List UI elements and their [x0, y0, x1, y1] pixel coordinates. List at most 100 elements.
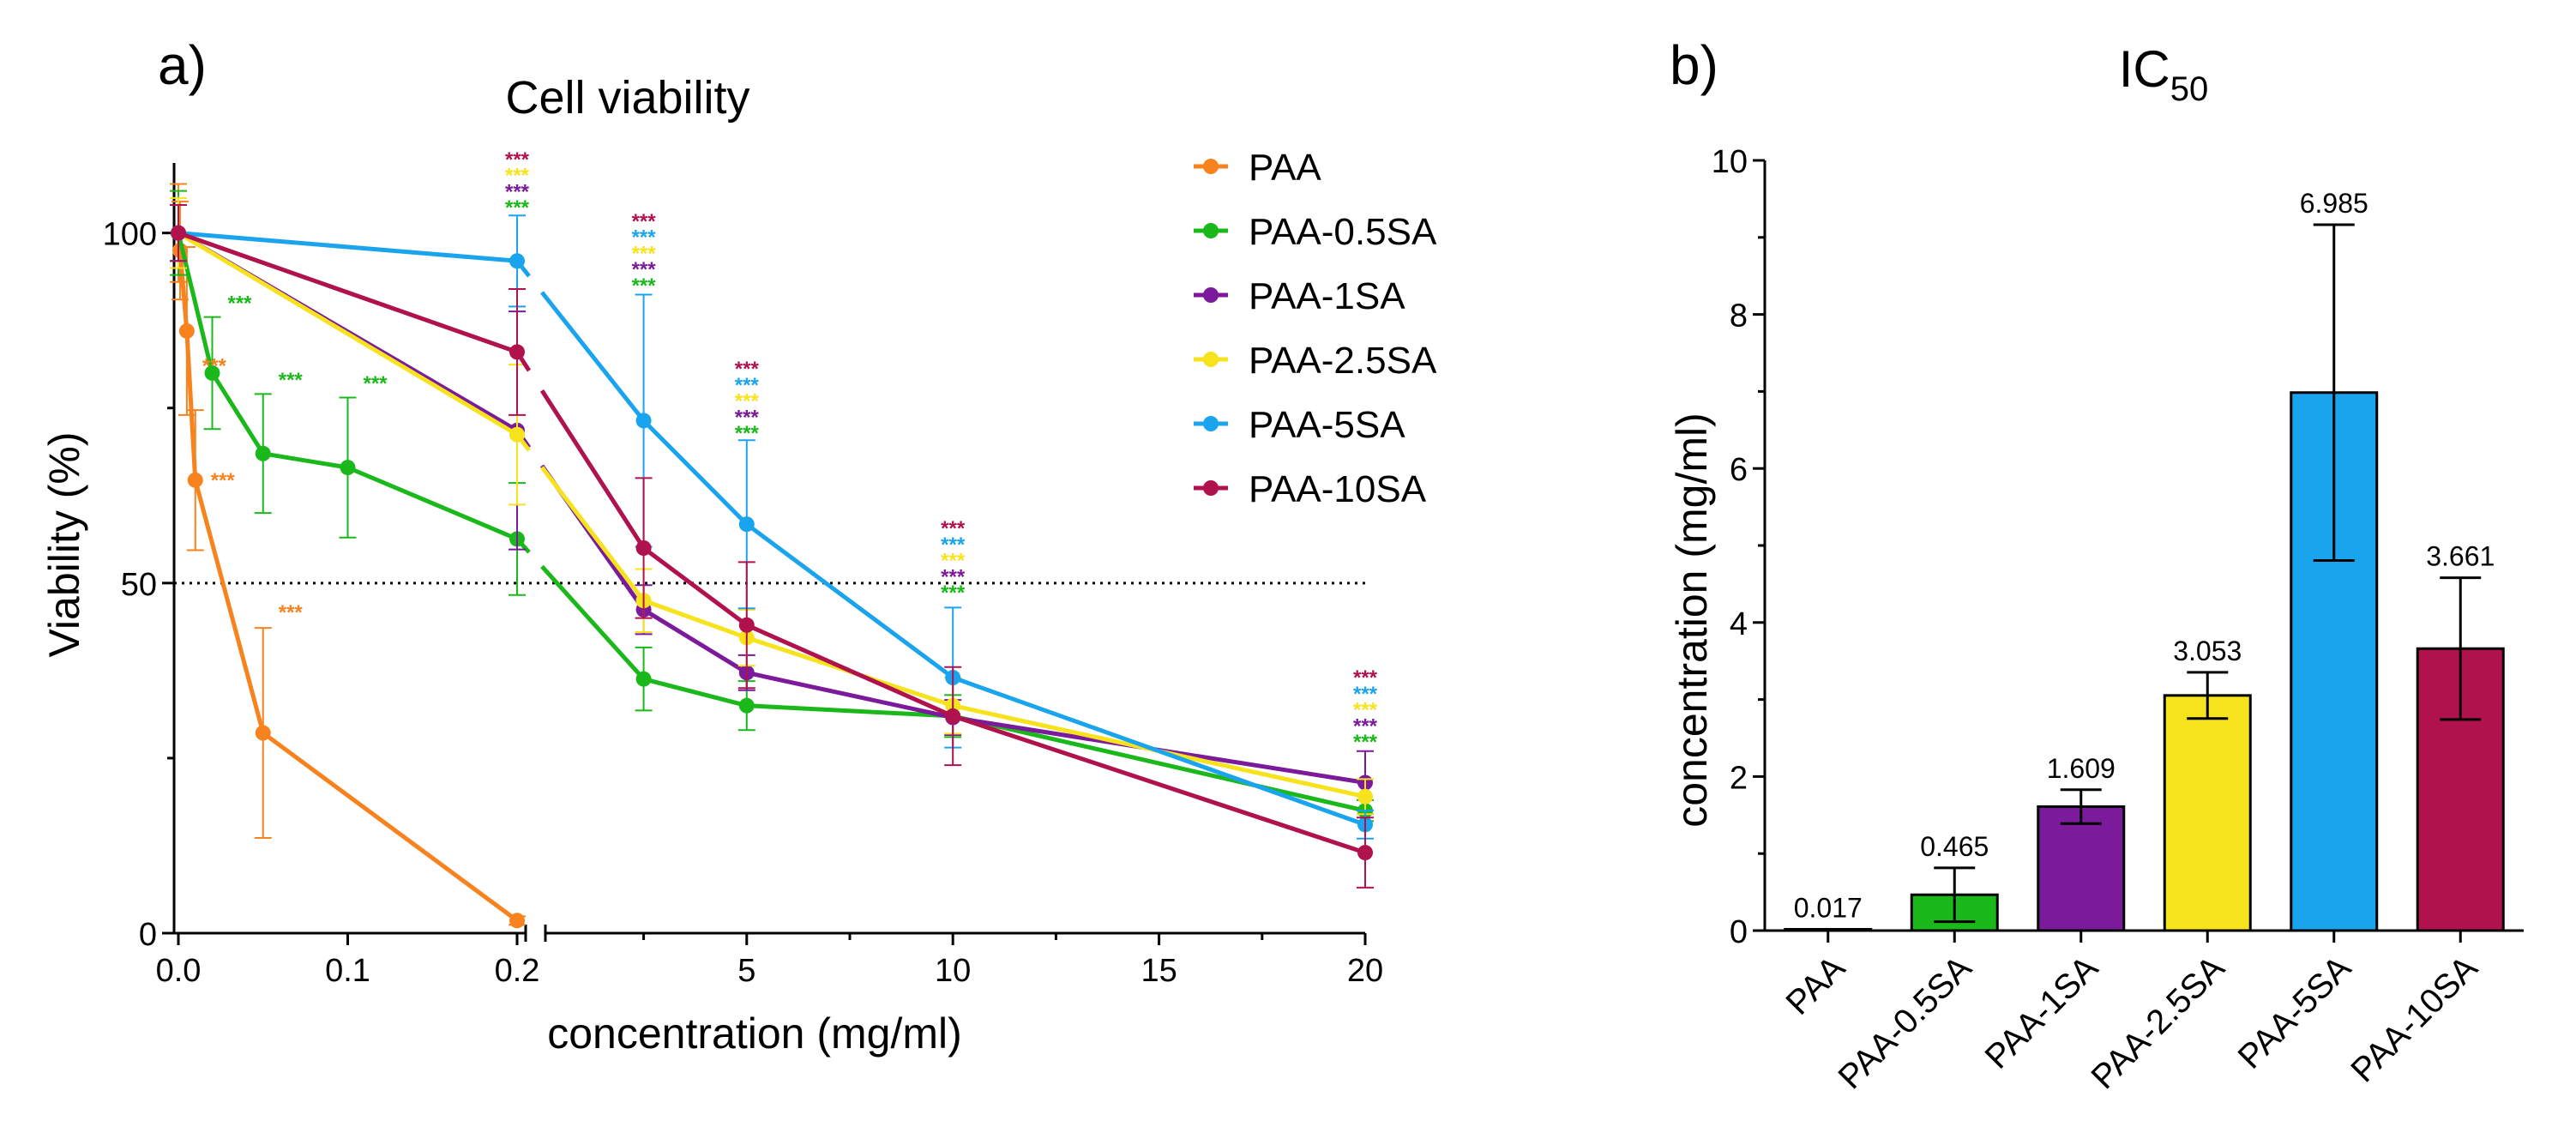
panel-b-y-tick-label: 8	[1730, 298, 1748, 334]
significance-mark: ***	[632, 210, 657, 233]
panel-a-y-tick-label: 0	[139, 917, 157, 953]
panel-a-y-axis-label: Viability (%)	[40, 431, 88, 657]
significance-mark: ***	[735, 374, 760, 397]
bar	[2037, 805, 2126, 932]
panel-a-legend: PAA PAA-0.5SA PAA-1SA PAA-2.5SA PAA-5SA PAA-1…	[1194, 147, 1437, 510]
significance-mark: ***	[202, 355, 227, 378]
data-point	[738, 697, 755, 714]
significance-mark: ***	[279, 601, 304, 624]
panel-a-x-tick-label: 15	[1141, 953, 1177, 989]
panel-a-axes: 0 50 100 0.0 0.1 0.2 5 10 15 20	[103, 163, 1383, 989]
panel-b-y-tick-label: 10	[1712, 144, 1748, 180]
data-point	[738, 516, 755, 533]
panel-b-ic50-chart: b) IC50 concentration (mg/ml) 0 2 4 6 8 10 PAA…	[1668, 34, 2524, 1096]
significance-mark: ***	[505, 180, 530, 203]
legend-label: PAA-10SA	[1249, 468, 1427, 510]
bar	[2163, 694, 2252, 932]
bar-value-label: 1.609	[2047, 753, 2116, 784]
significance-mark: ***	[735, 390, 760, 413]
legend-label: PAA-5SA	[1249, 404, 1405, 446]
panel-b-category-label: PAA	[1779, 949, 1852, 1022]
data-point	[509, 253, 525, 269]
significance-mark: ***	[632, 226, 657, 250]
data-point	[255, 725, 271, 741]
significance-mark: ***	[632, 242, 657, 265]
significance-mark: ***	[227, 292, 252, 315]
panel-a-x-tick-label: 10	[935, 953, 971, 989]
series-line	[178, 231, 1366, 827]
panel-b-category-label: PAA-2.5SA	[2085, 949, 2232, 1096]
panel-b-category-label: PAA-1SA	[1978, 949, 2106, 1076]
significance-mark: ***	[1353, 731, 1378, 754]
significance-mark: ***	[941, 565, 966, 588]
series-paa-2-5sa	[170, 196, 1374, 816]
bar	[1784, 927, 1873, 932]
series-paa-10sa	[170, 203, 1374, 889]
data-point	[178, 322, 195, 339]
significance-mark: ***	[1353, 683, 1378, 706]
data-point	[635, 671, 652, 687]
data-point	[635, 413, 652, 429]
legend-swatch-marker	[1203, 287, 1219, 303]
significance-mark: ***	[505, 196, 530, 220]
panel-a-x-axis-label: concentration (mg/ml)	[547, 1009, 962, 1058]
legend-swatch-marker	[1203, 352, 1219, 367]
series-paa-1sa	[170, 203, 1374, 816]
data-point	[1357, 845, 1373, 861]
panel-b-y-tick-label: 6	[1730, 452, 1748, 488]
significance-mark: ***	[1353, 714, 1378, 738]
data-point	[187, 472, 203, 488]
panel-b-title-main: IC	[2119, 40, 2170, 98]
significance-mark: ***	[941, 550, 966, 573]
significance-mark: ***	[632, 274, 657, 298]
panel-a-label: a)	[158, 34, 207, 96]
legend-item: PAA-2.5SA	[1194, 340, 1437, 382]
panel-a-x-tick-label: 0.2	[495, 953, 540, 989]
legend-swatch-marker	[1203, 223, 1219, 238]
significance-mark: ***	[363, 372, 388, 395]
data-point	[509, 913, 525, 929]
significance-mark: ***	[941, 533, 966, 557]
panel-b-category-label: PAA-0.5SA	[1832, 949, 1979, 1096]
data-point	[340, 460, 356, 476]
significance-mark: ***	[505, 148, 530, 172]
series-paa-0-5sa	[170, 190, 1374, 823]
panel-b-label: b)	[1670, 34, 1718, 96]
significance-mark: ***	[941, 582, 966, 605]
legend-swatch-marker	[1203, 416, 1219, 431]
series-line	[177, 231, 1366, 785]
panel-a-title: Cell viability	[505, 72, 749, 124]
panel-b-category-label: PAA-5SA	[2231, 949, 2359, 1076]
series-line	[176, 232, 1366, 813]
panel-a-viability-chart: a) Cell viability concentration (mg/ml) …	[40, 34, 1437, 1058]
significance-mark: ***	[941, 517, 966, 540]
legend-label: PAA-1SA	[1249, 275, 1405, 317]
panel-a-y-tick-label: 100	[103, 217, 157, 253]
panel-a-x-tick-label: 5	[737, 953, 755, 989]
panel-a-x-tick-label: 0.1	[325, 953, 370, 989]
significance-mark: ***	[735, 406, 760, 429]
legend-item: PAA-0.5SA	[1194, 211, 1437, 253]
bar-group-paa: 0.017	[1784, 892, 1873, 932]
significance-mark: ***	[1353, 699, 1378, 722]
data-point	[509, 426, 525, 443]
bar-group-paa-5sa: 6.985	[2290, 188, 2379, 932]
panel-b-y-axis-label: concentration (mg/ml)	[1668, 413, 1716, 828]
significance-mark: ***	[632, 258, 657, 281]
bar-group-paa-10sa: 3.661	[2416, 541, 2505, 932]
legend-item: PAA-1SA	[1194, 275, 1405, 317]
legend-item: PAA	[1194, 147, 1321, 189]
bar-value-label: 3.053	[2173, 636, 2242, 666]
legend-label: PAA-0.5SA	[1249, 211, 1437, 253]
panel-b-y-tick-label: 4	[1730, 606, 1748, 642]
legend-label: PAA	[1249, 147, 1321, 189]
legend-swatch-marker	[1203, 159, 1219, 174]
bar-group-paa-0-5sa: 0.465	[1910, 831, 1999, 932]
panel-b-title: IC50	[2119, 40, 2209, 108]
legend-label: PAA-2.5SA	[1249, 340, 1437, 382]
panel-a-significance-marks: *************** *************************…	[202, 148, 1378, 754]
panel-a-x-tick-label: 0.0	[156, 953, 202, 989]
significance-mark: ***	[735, 422, 760, 445]
series-line	[177, 231, 1366, 799]
